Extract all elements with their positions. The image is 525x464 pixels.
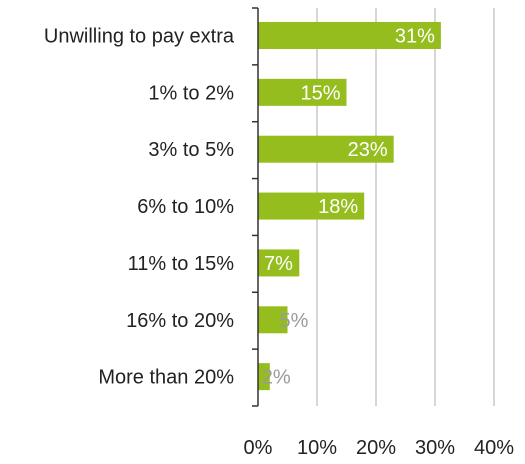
data-label-6: 2% <box>262 367 291 389</box>
data-label-1: 15% <box>300 82 340 104</box>
x-tick-label-4: 40% <box>474 437 514 459</box>
data-label-3: 18% <box>318 196 358 218</box>
category-label-2: 3% to 5% <box>148 139 234 161</box>
data-label-4: 7% <box>264 253 293 275</box>
bars <box>258 22 441 391</box>
data-label-0: 31% <box>395 26 435 48</box>
category-label-0: Unwilling to pay extra <box>44 26 235 48</box>
bar-1 <box>258 78 347 106</box>
category-label-5: 16% to 20% <box>126 310 234 332</box>
x-tick-label-1: 10% <box>297 437 337 459</box>
bar-0 <box>258 22 441 49</box>
category-labels: Unwilling to pay extra 1% to 2% 3% to 5% 6%… <box>44 26 235 389</box>
category-label-4: 11% to 15% <box>128 253 235 275</box>
data-label-5: 5% <box>280 310 309 332</box>
data-labels: 31% 15% 23% 18% 7% 5% 2% <box>262 26 435 389</box>
category-label-6: More than 20% <box>98 367 234 389</box>
data-label-2: 23% <box>348 139 388 161</box>
bar-2 <box>258 135 394 163</box>
bar-3 <box>258 192 365 220</box>
x-tick-label-0: 0% <box>244 437 273 459</box>
x-tick-label-3: 30% <box>415 437 455 459</box>
category-label-3: 6% to 10% <box>137 196 234 218</box>
bar-6 <box>258 363 270 391</box>
category-label-1: 1% to 2% <box>148 82 234 104</box>
x-tick-labels: 0% 10% 20% 30% 40% <box>244 437 515 459</box>
y-axis <box>252 7 259 407</box>
bar-4 <box>258 249 300 277</box>
x-tick-label-2: 20% <box>356 437 396 459</box>
bar-5 <box>258 306 288 334</box>
